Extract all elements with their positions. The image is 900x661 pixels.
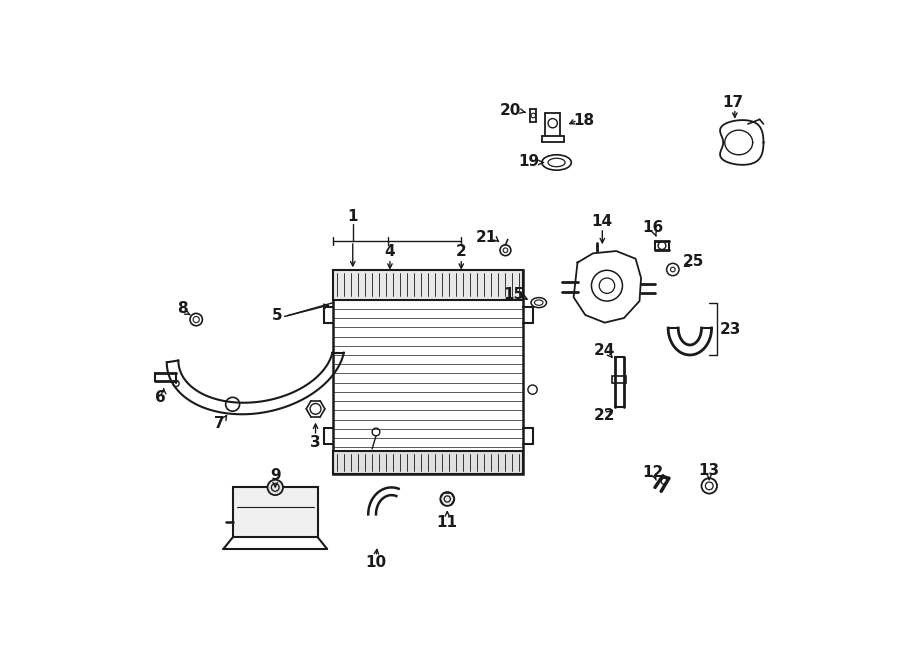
Text: 1: 1 <box>347 209 358 224</box>
Text: 11: 11 <box>436 514 458 529</box>
Text: 6: 6 <box>155 390 166 405</box>
Text: 15: 15 <box>503 288 525 303</box>
Text: 21: 21 <box>476 229 498 245</box>
Circle shape <box>440 492 454 506</box>
Text: 18: 18 <box>573 112 594 128</box>
Circle shape <box>366 275 386 295</box>
Text: 5: 5 <box>272 308 282 323</box>
Bar <box>612 375 626 383</box>
Text: 2: 2 <box>456 245 466 259</box>
Circle shape <box>426 276 443 293</box>
Text: 13: 13 <box>698 463 720 478</box>
Text: 20: 20 <box>500 102 521 118</box>
Text: 23: 23 <box>719 322 741 337</box>
Text: 12: 12 <box>642 465 663 479</box>
Bar <box>333 451 523 475</box>
Text: 16: 16 <box>642 220 663 235</box>
Text: 22: 22 <box>594 408 616 423</box>
Text: 8: 8 <box>177 301 187 316</box>
Bar <box>333 270 523 299</box>
Text: 3: 3 <box>310 435 321 450</box>
Text: 25: 25 <box>683 254 705 269</box>
Text: 14: 14 <box>591 214 613 229</box>
Bar <box>333 270 523 475</box>
Text: 4: 4 <box>384 245 395 259</box>
Text: 17: 17 <box>722 95 743 110</box>
Text: 10: 10 <box>365 555 387 570</box>
Text: 9: 9 <box>270 469 281 483</box>
Circle shape <box>267 480 283 495</box>
Text: 19: 19 <box>518 154 539 169</box>
Text: 24: 24 <box>594 343 616 358</box>
Text: 7: 7 <box>214 416 225 431</box>
Bar <box>232 487 318 537</box>
